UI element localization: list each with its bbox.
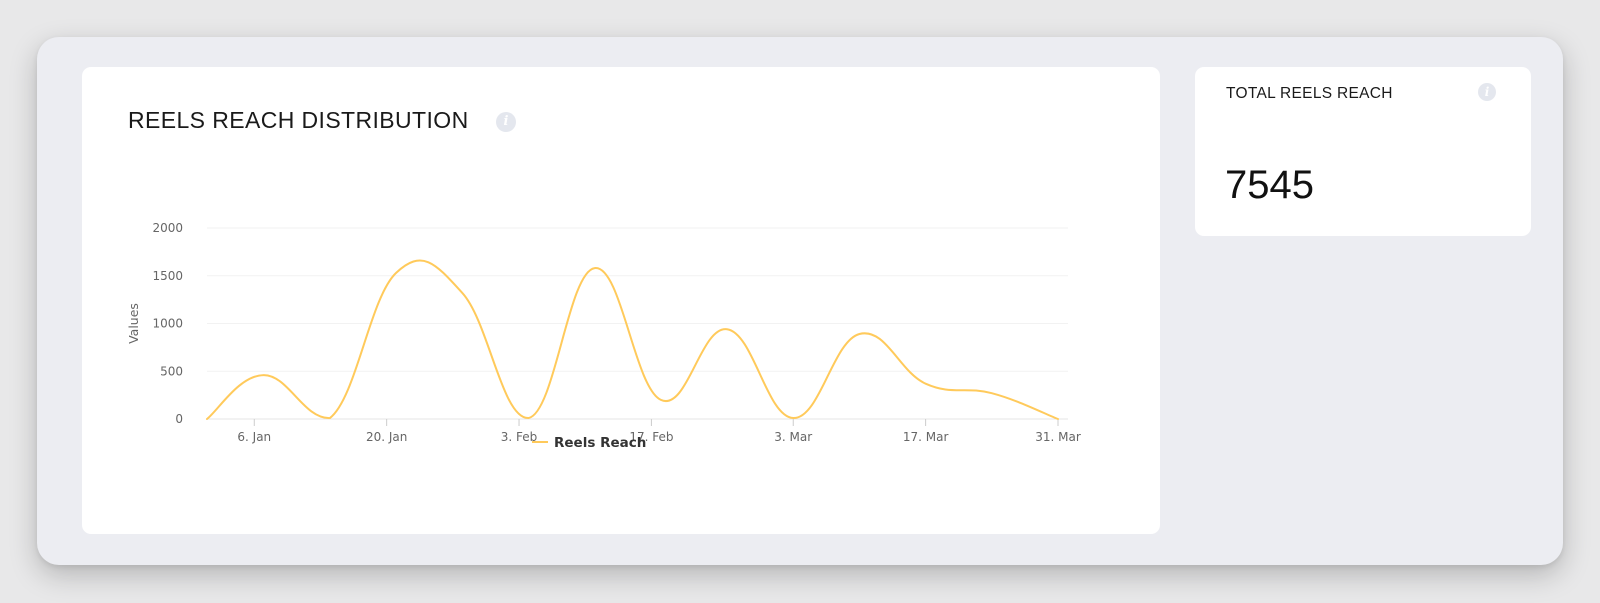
x-tick-label: 17. Mar xyxy=(903,430,949,444)
total-reels-reach-label: TOTAL REELS REACH xyxy=(1226,85,1393,102)
x-tick-label: 3. Feb xyxy=(501,430,538,444)
y-tick-label: 1000 xyxy=(152,317,183,331)
reels-reach-series-line xyxy=(206,259,1059,420)
total-reels-reach-value: 7545 xyxy=(1225,163,1314,207)
x-tick-label: 3. Mar xyxy=(774,430,812,444)
info-icon[interactable]: i xyxy=(1478,83,1496,101)
chart-title: REELS REACH DISTRIBUTION xyxy=(128,107,469,133)
y-tick-label: 500 xyxy=(160,364,183,378)
reels-reach-line-chart: 0 500 1000 1500 2000 Values 6. Jan 20. Jan 3. Fe… xyxy=(126,221,1081,451)
y-tick-label: 2000 xyxy=(152,221,183,235)
total-reels-reach-card: TOTAL REELS REACH i 7545 xyxy=(1195,67,1531,236)
legend-item-reels-reach: Reels Reach xyxy=(554,435,646,451)
y-tick-label: 1500 xyxy=(152,269,183,283)
x-tick-label: 31. Mar xyxy=(1035,430,1081,444)
y-tick-label: 0 xyxy=(175,412,183,426)
dashboard-panel: REELS REACH DISTRIBUTION i 0 500 1000 1500 2… xyxy=(37,37,1563,565)
x-tick-label: 20. Jan xyxy=(366,430,407,444)
reels-reach-chart-card: REELS REACH DISTRIBUTION i 0 500 1000 1500 2… xyxy=(82,67,1160,534)
x-tick-label: 6. Jan xyxy=(237,430,271,444)
y-axis-title: Values xyxy=(126,303,141,344)
x-tick-label: 17. Feb xyxy=(629,430,673,444)
info-icon[interactable]: i xyxy=(496,112,516,132)
